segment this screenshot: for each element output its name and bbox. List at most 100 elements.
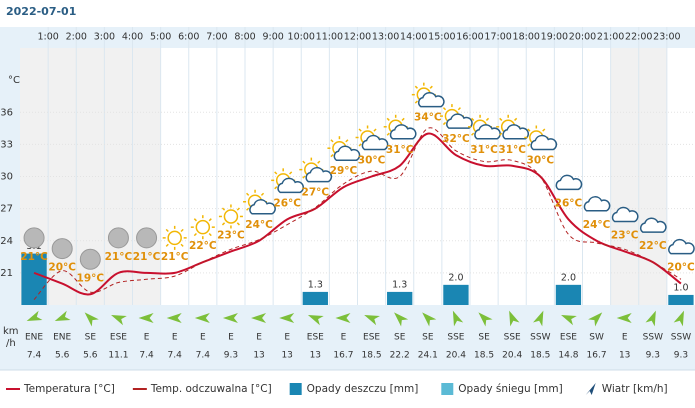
sun-ray	[471, 117, 475, 121]
wind-direction: E	[172, 333, 178, 343]
cloud-icon	[530, 134, 558, 151]
cloud-icon	[555, 174, 583, 191]
sun-ray	[442, 121, 447, 126]
sun-ray	[429, 85, 433, 89]
wind-speed: 20.4	[502, 351, 522, 361]
wind-direction: SE	[394, 333, 406, 343]
sun-ray	[180, 228, 184, 233]
moon-icon	[51, 238, 73, 260]
wind-arrow	[364, 314, 380, 326]
y-tick-label: 33	[0, 139, 13, 150]
wind-arrow	[478, 312, 493, 327]
wind-direction: ESE	[560, 333, 577, 343]
wind-direction: SSW	[643, 333, 663, 343]
weather-icon	[51, 238, 73, 260]
wind-speed: 9.3	[674, 351, 688, 361]
sun-ray	[485, 117, 490, 121]
cloud-icon	[361, 134, 389, 151]
wind-arrow	[138, 313, 154, 323]
precip-bar	[387, 291, 413, 305]
y-tick-label: 21	[0, 268, 13, 279]
wind-direction: E	[256, 333, 262, 343]
weather-icon	[383, 114, 417, 140]
temp-label: 21°C	[20, 251, 48, 263]
weather-icon	[611, 206, 639, 223]
wind-direction: SSW	[530, 333, 550, 343]
sun-ray	[208, 218, 212, 222]
axis-column	[0, 27, 20, 370]
hour-label: 8:00	[234, 32, 255, 43]
sun-ray	[208, 233, 212, 237]
wind-direction: E	[622, 333, 628, 343]
wind-direction: E	[284, 333, 290, 343]
wind-arrow	[194, 313, 210, 323]
weather-icon	[162, 225, 187, 250]
precip-bar	[443, 284, 469, 305]
hour-row	[0, 27, 695, 48]
y-tick-label: 36	[0, 107, 13, 118]
temp-label: 31°C	[470, 144, 498, 156]
cloud-icon	[446, 113, 473, 129]
wind-speed: 20.4	[446, 351, 466, 361]
wind-arrow	[307, 314, 324, 326]
wind-speed: 7.4	[196, 351, 211, 361]
y-unit: °C	[8, 75, 20, 86]
hour-label: 16:00	[456, 32, 483, 43]
weather-icon	[218, 204, 243, 229]
legend-wind-icon	[585, 383, 596, 395]
sun-ray	[260, 192, 265, 196]
sun-ray	[386, 117, 390, 121]
temp-label: 26°C	[555, 197, 583, 209]
sun-ray	[289, 171, 293, 175]
wind-arrow	[533, 310, 544, 327]
wind-arrow	[588, 312, 603, 327]
felt-temp-line	[33, 127, 682, 300]
weather-icon	[79, 248, 101, 270]
wind-speed: 9.3	[646, 351, 660, 361]
precip-bar	[555, 284, 582, 305]
wind-direction: SSE	[504, 333, 521, 343]
hour-label: 17:00	[484, 32, 511, 43]
precip-label: 1.0	[673, 282, 688, 293]
legend-label: Opady śniegu [mm]	[458, 383, 562, 395]
sun-ray	[414, 100, 418, 104]
legend-swatch	[441, 383, 454, 395]
night-shade	[610, 48, 639, 305]
temp-label: 26°C	[273, 197, 301, 209]
wind-direction: ESE	[307, 333, 324, 343]
wind-arrow	[509, 310, 520, 327]
sun-ray	[221, 207, 226, 211]
sun-ray	[345, 139, 349, 143]
temp-label: 21°C	[105, 251, 133, 263]
weather-icon	[668, 238, 695, 255]
wind-speed: 5.6	[83, 351, 98, 361]
hour-label: 22:00	[625, 32, 652, 43]
sun-ray	[471, 132, 475, 136]
cloud-icon	[474, 124, 501, 140]
wind-arrow	[111, 314, 127, 326]
legend-label: Temp. odczuwalna [°C]	[150, 383, 272, 395]
sun-ray	[274, 186, 278, 190]
wind-speed: 24.1	[418, 351, 438, 361]
weather-icon	[639, 217, 667, 233]
sun-icon	[195, 219, 211, 235]
sun-ray	[401, 117, 405, 121]
sun-ray	[317, 160, 321, 164]
temp-label: 22°C	[189, 240, 217, 252]
cloud-icon	[333, 145, 361, 161]
sun-icon	[223, 209, 239, 224]
hour-label: 11:00	[316, 32, 343, 43]
hour-label: 18:00	[513, 32, 540, 43]
wind-arrow	[335, 313, 351, 323]
sun-ray	[246, 207, 250, 211]
wind-arrow	[645, 310, 656, 327]
precip-bar	[668, 294, 694, 305]
legend-label: Opady deszczu [mm]	[307, 383, 419, 395]
wind-direction: E	[228, 333, 234, 343]
temp-label: 20°C	[48, 262, 76, 274]
cloud-icon	[611, 206, 639, 223]
hour-label: 6:00	[178, 32, 199, 43]
wind-direction: SE	[85, 333, 97, 343]
hour-label: 13:00	[372, 32, 399, 43]
